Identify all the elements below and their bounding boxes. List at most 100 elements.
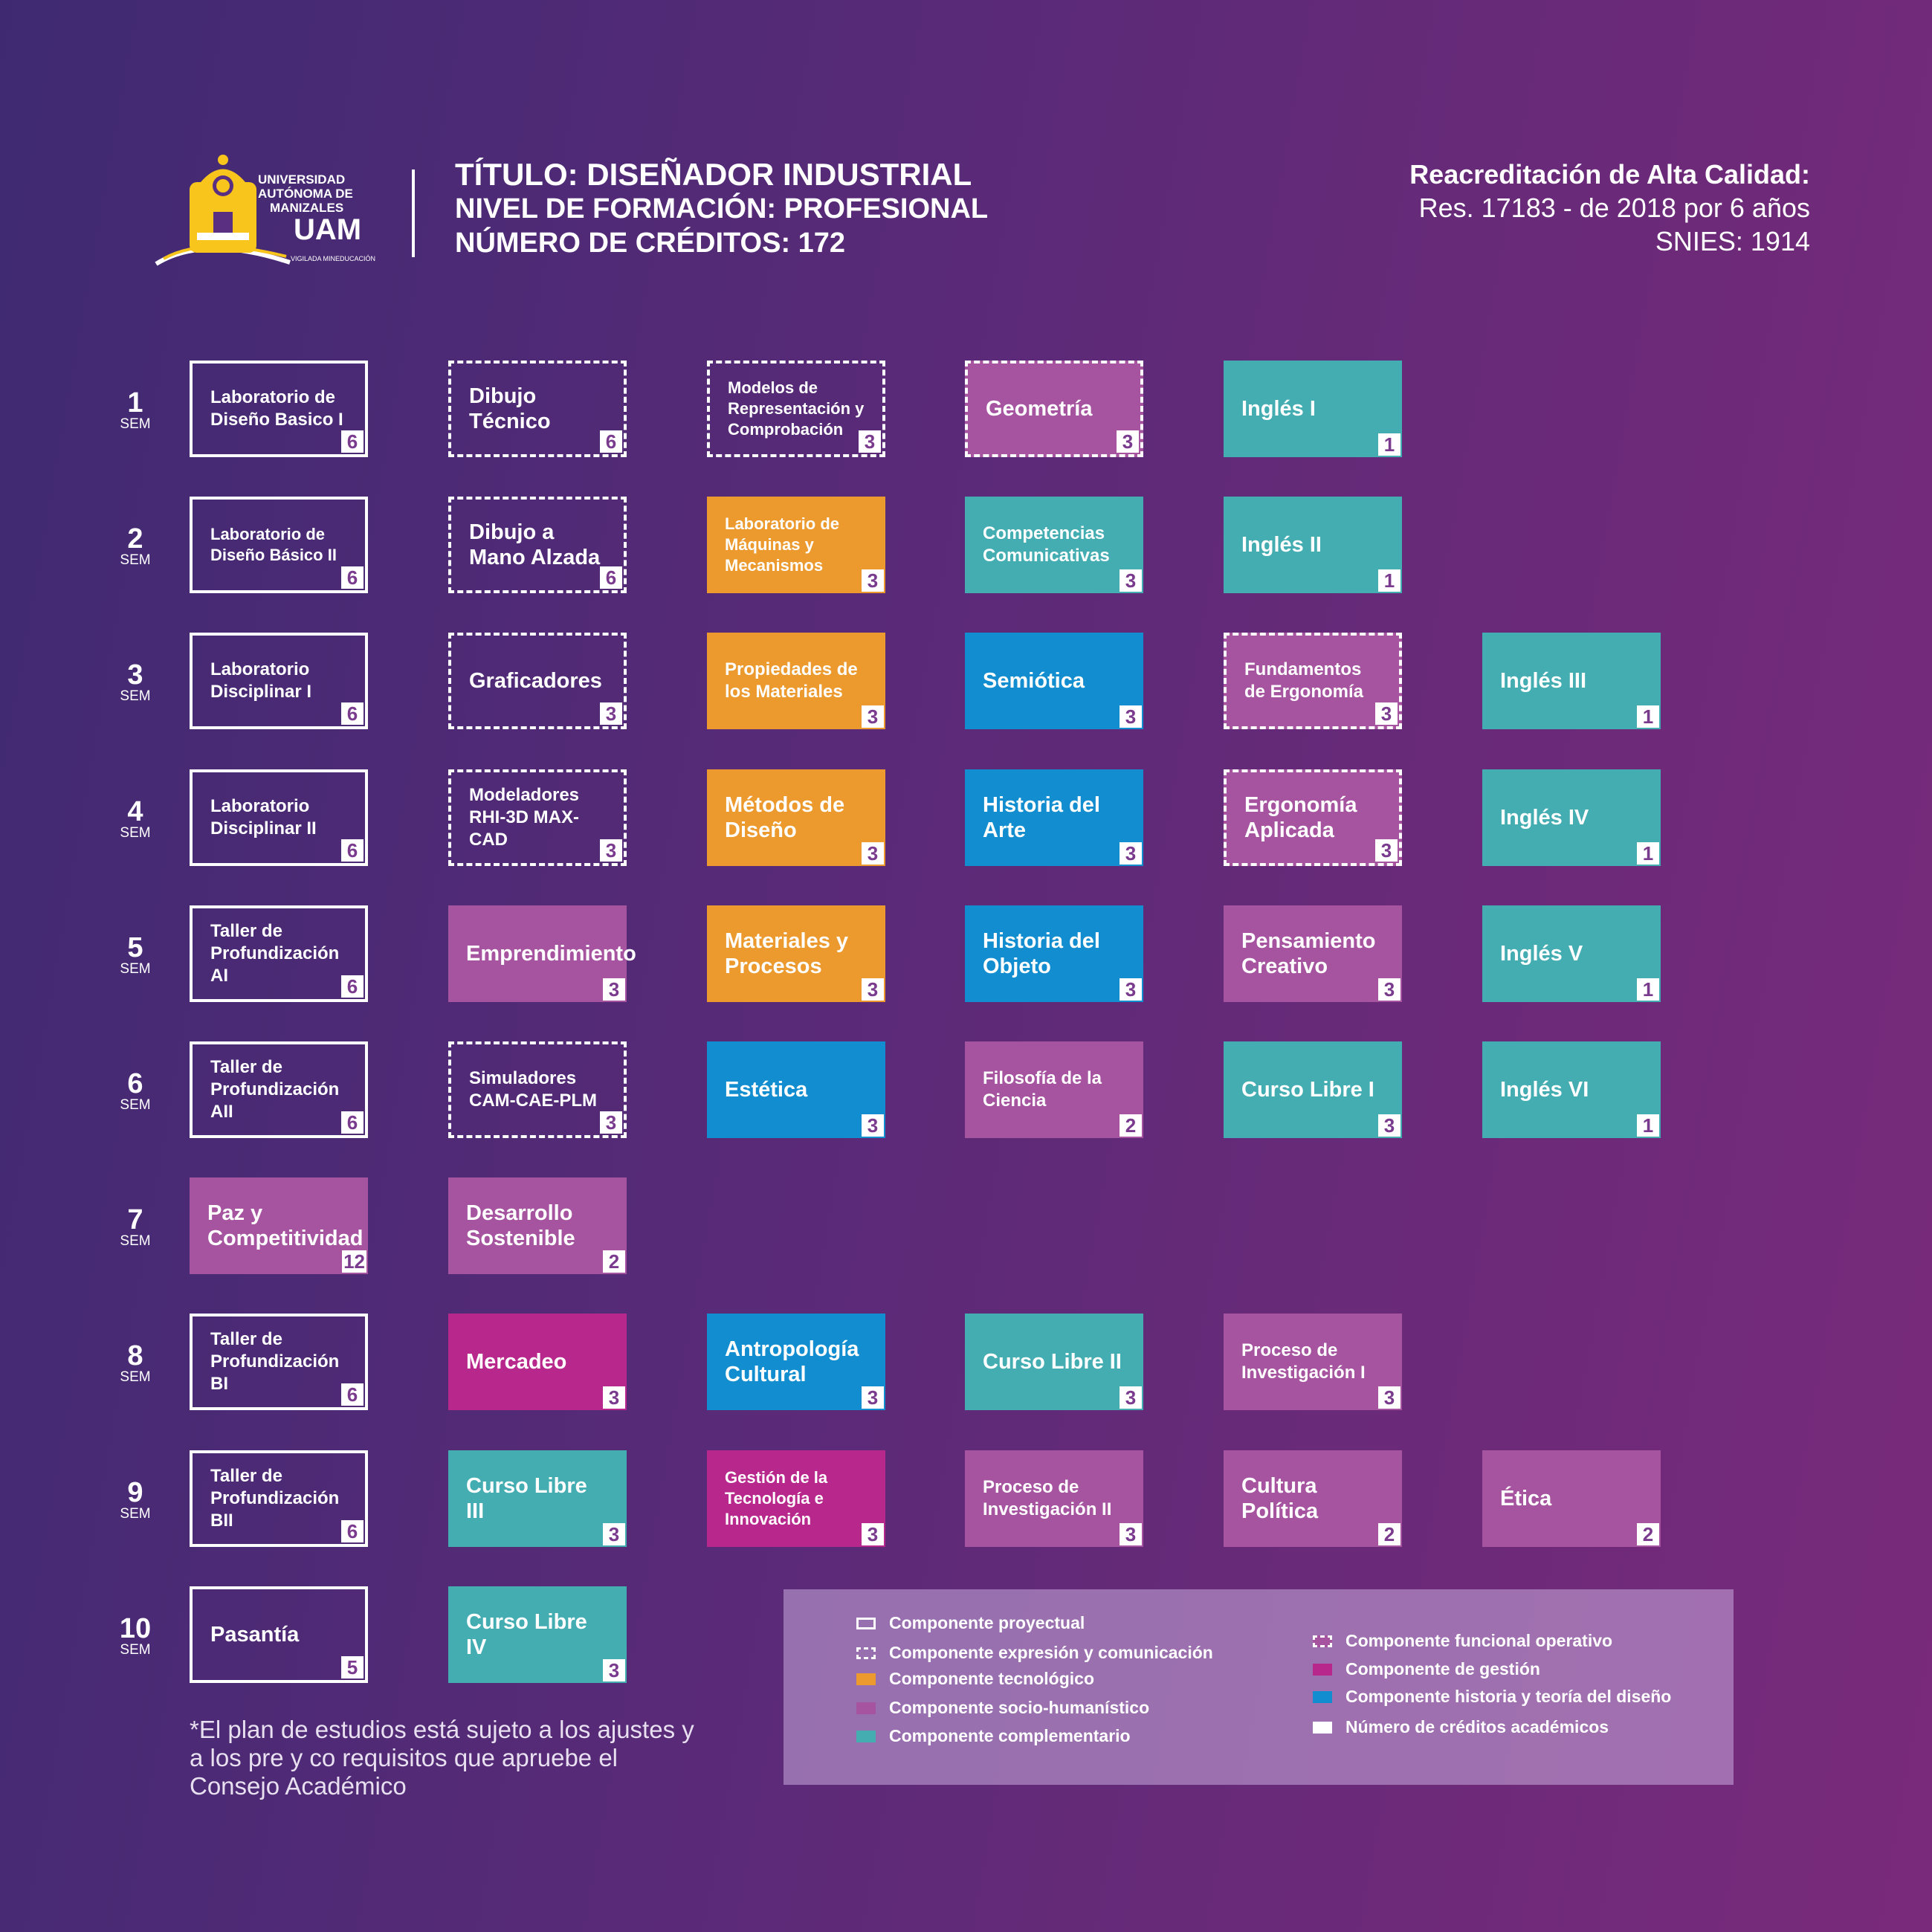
legend-label: Componente complementario xyxy=(889,1726,1131,1745)
course-name: Laboratorio de Diseño Basico I xyxy=(210,387,343,430)
course-credits-badge: 6 xyxy=(341,1519,364,1542)
title-block: TÍTULO: DISEÑADOR INDUSTRIAL NIVEL DE FO… xyxy=(455,158,988,260)
course-name: Filosofía de la Ciencia xyxy=(983,1068,1102,1111)
course-credits-badge: 3 xyxy=(603,978,625,1001)
course-credits-badge: 6 xyxy=(341,1383,364,1406)
course-card: Ergonomía Aplicada 3 xyxy=(1224,769,1402,866)
course-credits-badge: 6 xyxy=(341,430,364,453)
course-card: Gestión de la Tecnología e Innovación 3 xyxy=(707,1450,885,1547)
course-card: Graficadores 3 xyxy=(448,633,627,730)
course-card: Pensamiento Creativo 3 xyxy=(1224,905,1402,1002)
course-credits-badge: 3 xyxy=(1120,1522,1142,1545)
legend-swatch xyxy=(856,1730,876,1742)
course-credits-badge: 3 xyxy=(1120,569,1142,592)
course-card: Paz y Competitividad 12 xyxy=(190,1177,368,1275)
course-name: Curso Libre I xyxy=(1241,1078,1374,1102)
legend-swatch xyxy=(1313,1635,1332,1647)
course-name: Gestión de la Tecnología e Innovación xyxy=(725,1467,828,1528)
course-card: Estética 3 xyxy=(707,1041,885,1138)
course-card: Laboratorio Disciplinar I 6 xyxy=(190,633,368,730)
legend-swatch xyxy=(1313,1690,1332,1703)
course-credits-badge: 3 xyxy=(603,1522,625,1545)
course-card: Inglés I 1 xyxy=(1224,361,1402,457)
course-name: Inglés VI xyxy=(1500,1078,1589,1102)
course-card: Proceso de Investigación II 3 xyxy=(965,1450,1143,1547)
course-name: Curso Libre IV xyxy=(466,1609,587,1659)
course-name: Paz y Competitividad xyxy=(207,1201,364,1251)
course-name: Inglés III xyxy=(1500,669,1587,694)
course-name: Propiedades de los Materiales xyxy=(725,659,858,702)
course-name: Ergonomía Aplicada xyxy=(1244,792,1357,842)
semester-number: 8 xyxy=(127,1340,143,1372)
course-credits-badge: 6 xyxy=(600,430,622,453)
course-credits-badge: 3 xyxy=(859,430,881,453)
course-credits-badge: 3 xyxy=(862,1114,884,1137)
legend-item: Componente funcional operativo xyxy=(1313,1631,1612,1651)
course-card: Inglés II 1 xyxy=(1224,497,1402,594)
legend-label: Componente tecnológico xyxy=(889,1669,1094,1688)
course-credits-badge: 3 xyxy=(1117,430,1139,453)
semester-label-10: 10 SEM xyxy=(109,1615,161,1658)
semester-number: 6 xyxy=(127,1068,143,1099)
course-credits-badge: 3 xyxy=(862,978,884,1001)
course-name: Materiales y Procesos xyxy=(725,928,849,978)
course-name: Cultura Política xyxy=(1241,1473,1319,1523)
legend-label: Componente funcional operativo xyxy=(1345,1631,1613,1650)
legend: Componente proyectual Componente expresió… xyxy=(784,1589,1734,1785)
course-credits-badge: 3 xyxy=(862,841,884,865)
course-name: Modeladores RHI-3D MAX-CAD xyxy=(469,784,580,850)
semester-number: 7 xyxy=(127,1204,143,1236)
course-credits-badge: 6 xyxy=(600,566,622,589)
semester-label-4: 4 SEM xyxy=(109,798,161,841)
legend-swatch xyxy=(856,1702,876,1714)
snies: SNIES: 1914 xyxy=(1655,226,1810,256)
semester-number: 9 xyxy=(127,1476,143,1508)
course-card: Propiedades de los Materiales 3 xyxy=(707,633,885,730)
course-card: Métodos de Diseño 3 xyxy=(707,769,885,866)
course-credits-badge: 5 xyxy=(341,1655,364,1679)
course-card: Competencias Comunicativas 3 xyxy=(965,497,1143,594)
course-name: Historia del Objeto xyxy=(983,928,1100,978)
legend-swatch xyxy=(856,1617,876,1629)
semester-number: 3 xyxy=(127,659,143,691)
course-credits-badge: 3 xyxy=(603,1386,625,1409)
course-card: Curso Libre II 3 xyxy=(965,1314,1143,1411)
semester-suffix: SEM xyxy=(120,1369,151,1386)
course-card: Mercadeo 3 xyxy=(448,1314,627,1411)
training-level: NIVEL DE FORMACIÓN: PROFESIONAL xyxy=(455,193,989,224)
course-card: Laboratorio de Diseño Básico II 6 xyxy=(190,497,368,594)
course-credits-badge: 6 xyxy=(341,702,364,726)
course-credits-badge: 1 xyxy=(1637,1114,1659,1137)
course-name: Curso Libre III xyxy=(466,1473,587,1523)
legend-item: Componente historia y teoría del diseño xyxy=(1313,1687,1671,1707)
semester-suffix: SEM xyxy=(120,688,151,705)
legend-label: Componente de gestión xyxy=(1345,1659,1540,1679)
course-card: Taller de Profundización BI 6 xyxy=(190,1314,368,1411)
course-name: Laboratorio de Diseño Básico II xyxy=(210,525,337,565)
legend-swatch xyxy=(856,1673,876,1685)
course-card: Modelos de Representación y Comprobación… xyxy=(707,361,885,457)
course-credits-badge: 1 xyxy=(1637,978,1659,1001)
semester-number: 2 xyxy=(127,523,143,555)
total-credits: NÚMERO DE CRÉDITOS: 172 xyxy=(455,227,846,259)
course-name: Semiótica xyxy=(983,669,1085,694)
course-credits-badge: 2 xyxy=(603,1250,625,1273)
course-card: Cultura Política 2 xyxy=(1224,1450,1402,1547)
course-name: Dibujo Técnico xyxy=(469,384,551,433)
semester-number: 5 xyxy=(127,931,143,963)
legend-label: Componente socio-humanístico xyxy=(889,1698,1150,1717)
logo-line-5: VIGILADA MINEDUCACIÓN xyxy=(291,255,375,262)
course-card: Dibujo a Mano Alzada 6 xyxy=(448,497,627,594)
course-credits-badge: 3 xyxy=(1378,1114,1400,1137)
semester-suffix: SEM xyxy=(120,1233,151,1250)
logo-line-1: UNIVERSIDAD xyxy=(258,172,345,187)
course-name: Métodos de Diseño xyxy=(725,792,845,842)
course-credits-badge: 3 xyxy=(1375,702,1398,726)
course-credits-badge: 3 xyxy=(1375,839,1398,862)
course-card: Pasantía 5 xyxy=(190,1586,368,1683)
course-name: Proceso de Investigación I xyxy=(1241,1340,1366,1383)
course-credits-badge: 1 xyxy=(1378,569,1400,592)
course-card: Laboratorio de Máquinas y Mecanismos 3 xyxy=(707,497,885,594)
legend-label: Número de créditos académicos xyxy=(1345,1717,1609,1736)
